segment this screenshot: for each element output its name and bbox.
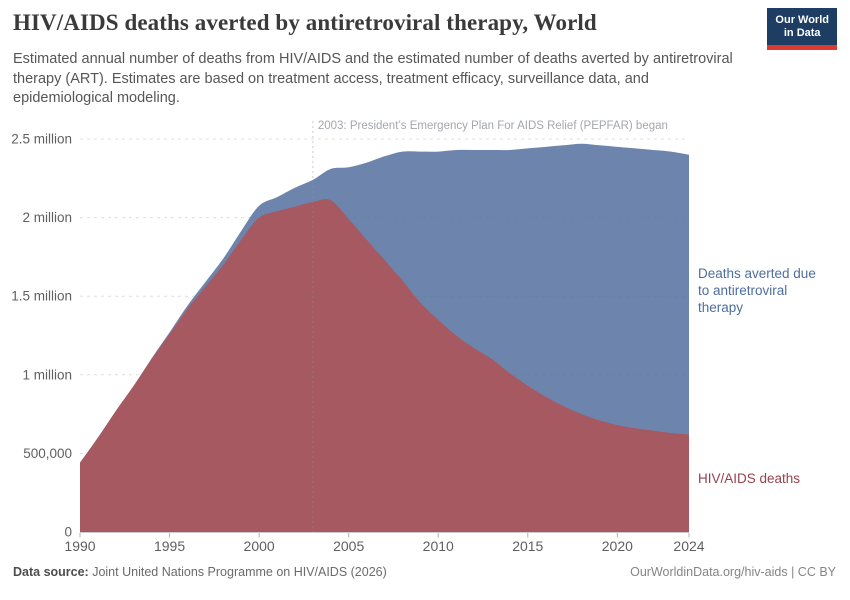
logo-line-1: Our World xyxy=(775,14,829,26)
y-tick-label: 1.5 million xyxy=(11,289,72,304)
x-tick-label: 2000 xyxy=(244,538,275,554)
y-tick-label: 0 xyxy=(64,525,72,540)
x-tick-label: 2010 xyxy=(423,538,454,554)
area-hiv-aids-deaths xyxy=(80,199,689,532)
x-tick-label: 1995 xyxy=(154,538,185,554)
logo-line-2: in Data xyxy=(783,27,821,39)
x-tick-label: 2005 xyxy=(333,538,364,554)
data-source-label: Data source: xyxy=(13,565,89,579)
data-source-value: Joint United Nations Programme on HIV/AI… xyxy=(88,565,387,579)
series-label-averted: Deaths averted due to antiretroviral the… xyxy=(698,266,816,315)
footer-license-link[interactable]: OurWorldinData.org/hiv-aids | CC BY xyxy=(630,565,836,579)
footer-source: Data source: Joint United Nations Progra… xyxy=(13,565,387,579)
page-title: HIV/AIDS deaths averted by antiretrovira… xyxy=(13,10,597,35)
chart-subtitle: Estimated annual number of deaths from H… xyxy=(13,51,733,107)
y-tick-label: 1 million xyxy=(22,367,72,382)
y-tick-label: 500,000 xyxy=(23,446,72,461)
y-tick-label: 2 million xyxy=(22,210,72,225)
footer: Data source: Joint United Nations Progra… xyxy=(13,565,836,579)
owid-logo: Our World in Data xyxy=(767,8,837,50)
series-label-deaths: HIV/AIDS deaths xyxy=(698,471,801,486)
y-tick-label: 2.5 million xyxy=(11,132,72,147)
x-tick-label: 2024 xyxy=(673,538,704,554)
x-tick-label: 1990 xyxy=(64,538,95,554)
pepfar-annotation: 2003: President’s Emergency Plan For AID… xyxy=(317,120,668,132)
x-tick-label: 2020 xyxy=(602,538,633,554)
x-tick-label: 2015 xyxy=(512,538,543,554)
